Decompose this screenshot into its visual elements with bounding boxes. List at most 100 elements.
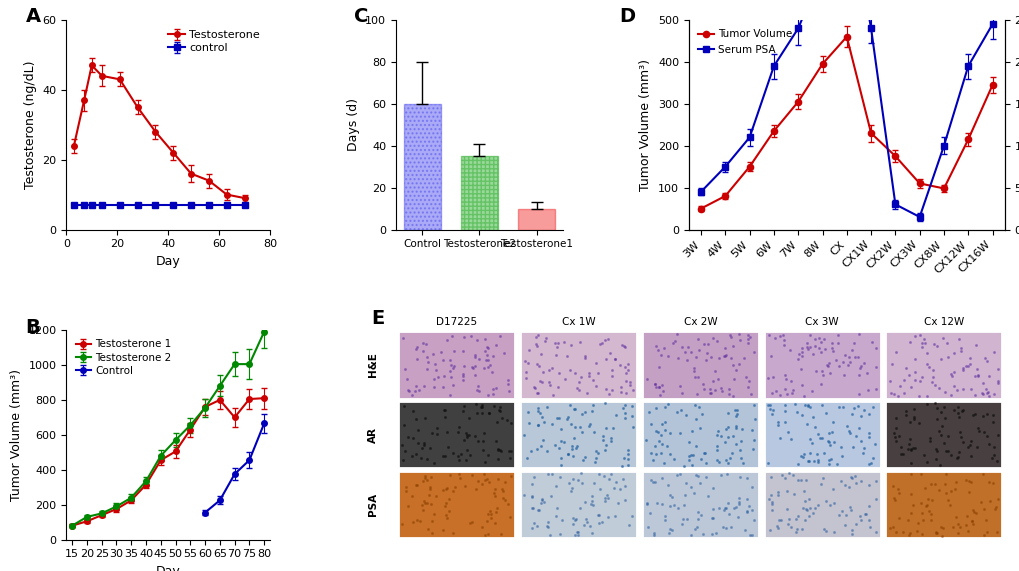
Point <box>566 404 582 413</box>
Point <box>966 372 982 381</box>
Point <box>858 368 874 377</box>
Point <box>409 343 425 352</box>
Point <box>528 521 544 530</box>
Point <box>974 412 990 421</box>
Point <box>946 485 962 494</box>
Point <box>941 501 957 510</box>
Point <box>708 445 725 455</box>
Point <box>852 412 868 421</box>
Point <box>530 506 546 515</box>
Point <box>833 507 849 516</box>
Point <box>621 520 637 529</box>
Point <box>721 522 738 532</box>
Point <box>611 484 628 493</box>
Point <box>584 400 600 409</box>
Point <box>897 411 913 420</box>
Point <box>620 445 636 455</box>
Point <box>558 415 575 424</box>
Point <box>867 527 883 536</box>
Point <box>915 484 931 493</box>
Point <box>565 451 581 460</box>
Point <box>769 523 786 532</box>
Point <box>760 330 776 339</box>
Point <box>960 488 976 497</box>
Point <box>867 477 883 486</box>
Point <box>792 452 808 461</box>
Point <box>663 526 680 535</box>
Point <box>690 334 706 343</box>
Point <box>860 516 876 525</box>
Point <box>801 342 817 351</box>
Point <box>596 335 612 344</box>
Point <box>797 505 813 514</box>
Point <box>882 389 899 398</box>
Point <box>793 524 809 533</box>
Point <box>708 455 725 464</box>
Point <box>652 448 668 457</box>
Point <box>850 423 866 432</box>
Point <box>840 482 856 492</box>
Point <box>529 420 545 429</box>
Point <box>474 480 490 489</box>
Point <box>437 485 453 494</box>
Point <box>917 391 933 400</box>
Point <box>790 460 806 469</box>
Point <box>771 391 788 400</box>
Point <box>549 383 566 392</box>
Point <box>866 439 882 448</box>
Point <box>442 373 459 382</box>
Point <box>566 433 582 442</box>
Point <box>397 486 414 495</box>
Point <box>676 501 692 510</box>
Point <box>449 452 466 461</box>
Point <box>591 340 607 349</box>
Point <box>912 343 928 352</box>
Point <box>695 385 711 394</box>
Point <box>809 429 825 439</box>
Point <box>474 403 490 412</box>
Point <box>945 381 961 391</box>
Point <box>760 494 776 503</box>
Point <box>762 490 779 500</box>
Point <box>867 385 883 394</box>
Point <box>860 501 876 510</box>
X-axis label: Day: Day <box>156 255 180 268</box>
Point <box>776 384 793 393</box>
Point <box>544 469 560 478</box>
Point <box>852 516 868 525</box>
Point <box>409 355 425 364</box>
Point <box>555 437 572 447</box>
Point <box>708 431 725 440</box>
Point <box>911 330 927 339</box>
Point <box>932 354 949 363</box>
Tumor Volume <box>767 127 780 134</box>
Point <box>583 492 599 501</box>
Point <box>961 360 977 369</box>
Point <box>812 380 828 389</box>
Point <box>918 399 934 408</box>
Point <box>502 447 519 456</box>
Point <box>537 337 553 346</box>
Point <box>931 461 948 470</box>
Point <box>394 440 411 449</box>
Point <box>452 449 469 458</box>
Line: Serum PSA: Serum PSA <box>697 0 995 220</box>
Point <box>909 518 925 528</box>
Point <box>444 364 461 373</box>
Point <box>785 490 801 499</box>
Point <box>902 458 918 467</box>
Point <box>466 432 482 441</box>
Point <box>696 449 712 458</box>
Point <box>597 355 613 364</box>
Point <box>704 514 720 523</box>
Point <box>966 409 982 418</box>
Point <box>984 417 1001 427</box>
Point <box>660 501 677 510</box>
Point <box>851 364 867 373</box>
Point <box>771 331 788 340</box>
Point <box>819 436 836 445</box>
Point <box>779 389 795 399</box>
Point <box>722 448 739 457</box>
Point <box>477 457 493 467</box>
Point <box>606 512 623 521</box>
